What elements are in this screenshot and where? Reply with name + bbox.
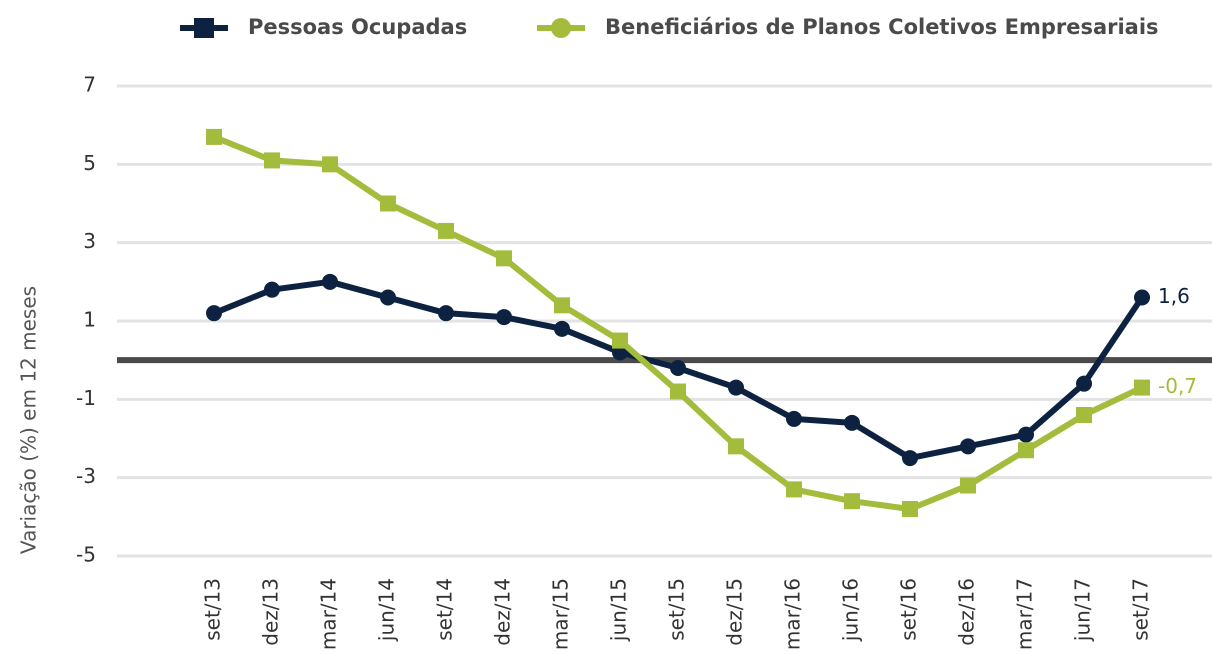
x-tick-label: dez/13 <box>259 578 283 646</box>
y-tick-label: -5 <box>76 543 96 567</box>
y-tick-label: -1 <box>76 386 96 410</box>
value-label: 1,6 <box>1158 284 1190 308</box>
y-axis-title: Variação (%) em 12 meses <box>17 286 41 554</box>
y-tick-label: 5 <box>83 151 96 175</box>
x-tick-label: set/14 <box>433 578 457 641</box>
x-tick-label: dez/14 <box>491 578 515 646</box>
x-tick-label: set/15 <box>665 578 689 641</box>
point <box>728 379 744 396</box>
point <box>380 195 396 212</box>
point <box>612 332 628 349</box>
point <box>380 289 396 306</box>
point <box>670 383 686 400</box>
x-tick-label: set/16 <box>897 578 921 641</box>
legend-marker <box>551 18 571 38</box>
point <box>844 493 860 510</box>
point <box>670 360 686 376</box>
y-tick-label: 7 <box>83 73 96 97</box>
x-tick-label: set/13 <box>201 578 225 641</box>
point <box>1018 426 1034 443</box>
x-tick-label: dez/15 <box>723 578 747 646</box>
x-tick-label: jun/16 <box>839 578 863 642</box>
x-tick-label: dez/16 <box>955 578 979 646</box>
legend-label: Beneficiários de Planos Coletivos Empres… <box>605 15 1159 39</box>
x-tick-label: jun/14 <box>375 578 399 642</box>
x-tick-label: mar/15 <box>549 578 573 650</box>
point <box>1076 407 1092 423</box>
y-tick-label: 1 <box>83 308 96 332</box>
point <box>264 152 280 169</box>
y-tick-label: -3 <box>76 464 96 488</box>
point <box>438 305 454 322</box>
point <box>960 477 976 494</box>
x-tick-label: mar/14 <box>317 578 341 650</box>
point <box>1134 289 1150 306</box>
legend-label: Pessoas Ocupadas <box>248 15 467 39</box>
point <box>322 273 338 290</box>
point <box>960 438 976 455</box>
x-tick-label: jun/15 <box>607 578 631 642</box>
value-label: -0,7 <box>1158 374 1197 398</box>
x-tick-label: set/17 <box>1129 578 1153 641</box>
point <box>438 222 454 239</box>
point <box>844 414 860 431</box>
point <box>554 297 570 314</box>
point <box>1018 442 1034 459</box>
point <box>728 438 744 455</box>
point <box>264 281 280 298</box>
series-line <box>212 134 1144 512</box>
point <box>786 410 802 427</box>
point <box>902 501 918 517</box>
point <box>496 250 512 267</box>
point <box>554 320 570 337</box>
x-tick-label: jun/17 <box>1071 578 1095 642</box>
point <box>902 450 918 467</box>
point <box>1076 375 1092 392</box>
point <box>322 156 338 173</box>
legend-marker <box>194 18 214 38</box>
x-tick-label: mar/17 <box>1013 578 1037 650</box>
point <box>1134 379 1150 396</box>
y-tick-label: 3 <box>83 229 96 253</box>
point <box>206 128 222 145</box>
point <box>496 309 512 326</box>
point <box>206 305 222 322</box>
x-tick-label: mar/16 <box>781 578 805 650</box>
point <box>786 481 802 498</box>
